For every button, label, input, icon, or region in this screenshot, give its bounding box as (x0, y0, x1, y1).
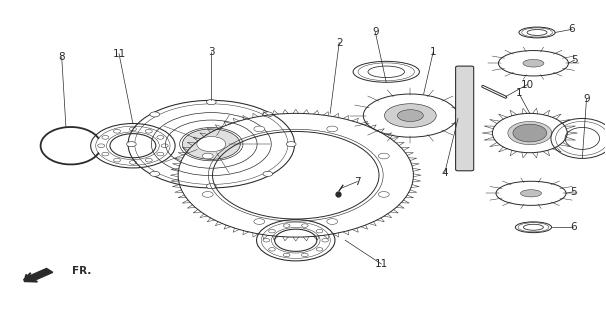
Circle shape (378, 192, 389, 197)
Circle shape (327, 219, 338, 224)
Text: 4: 4 (441, 168, 448, 178)
Ellipse shape (384, 104, 436, 127)
Text: 1: 1 (516, 88, 522, 98)
Text: 6: 6 (568, 24, 575, 34)
Circle shape (513, 124, 547, 142)
Text: 10: 10 (521, 79, 534, 90)
Text: 2: 2 (336, 38, 342, 48)
Text: 5: 5 (571, 55, 578, 65)
Circle shape (202, 153, 213, 159)
Text: 8: 8 (58, 52, 65, 62)
Circle shape (197, 137, 226, 152)
Circle shape (254, 219, 265, 224)
Circle shape (150, 112, 159, 117)
FancyArrow shape (24, 268, 53, 282)
Circle shape (254, 126, 265, 132)
Text: 11: 11 (112, 49, 125, 59)
Ellipse shape (521, 190, 542, 197)
Text: 7: 7 (354, 177, 361, 187)
Circle shape (327, 126, 338, 132)
Circle shape (263, 112, 273, 117)
Circle shape (263, 171, 273, 176)
Circle shape (182, 129, 240, 159)
Text: 11: 11 (375, 259, 388, 269)
Ellipse shape (523, 60, 544, 67)
Text: FR.: FR. (72, 266, 92, 276)
Text: 1: 1 (430, 46, 436, 57)
Circle shape (508, 122, 552, 145)
Ellipse shape (398, 110, 424, 122)
FancyBboxPatch shape (456, 66, 474, 171)
Circle shape (202, 192, 213, 197)
Circle shape (127, 142, 136, 147)
Circle shape (207, 100, 216, 105)
Text: 9: 9 (372, 28, 379, 37)
Circle shape (378, 153, 389, 159)
Text: 3: 3 (208, 47, 215, 57)
Circle shape (150, 171, 159, 176)
Text: 5: 5 (570, 187, 576, 197)
Text: 6: 6 (570, 222, 576, 232)
Circle shape (207, 184, 216, 189)
Circle shape (287, 142, 296, 147)
Text: 9: 9 (583, 94, 590, 104)
